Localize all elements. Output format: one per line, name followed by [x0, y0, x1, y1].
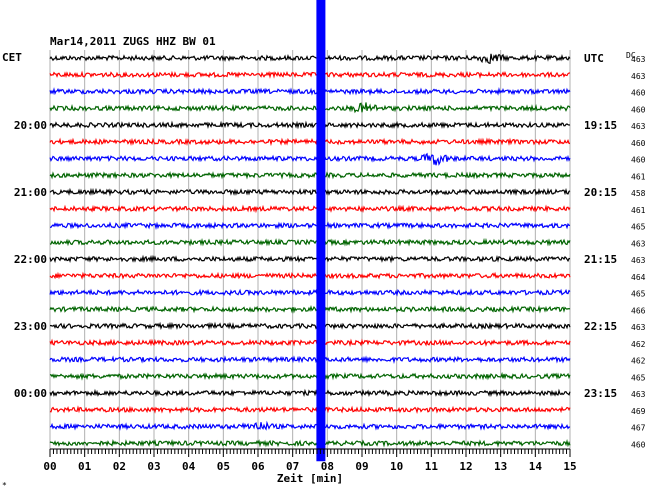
trace-line [49, 288, 571, 297]
dc-value: 460 [631, 139, 646, 148]
footer-mark: * [2, 481, 7, 490]
trace-line [49, 420, 571, 431]
x-tick-label: 05 [217, 460, 230, 473]
utc-time-label: 22:15 [584, 320, 617, 333]
x-axis-label: Zeit [min] [277, 472, 343, 485]
label-group: 20:00 21:00 22:00 23:00 00:00 UTC 19:15 20:15 21… [14, 52, 646, 449]
trace-line [49, 187, 571, 197]
trace-line [49, 254, 571, 264]
trace-line [49, 405, 571, 415]
trace-line [49, 371, 571, 381]
x-tick-label: 01 [78, 460, 92, 473]
x-tick-label: 13 [494, 460, 507, 473]
trace-line [49, 120, 571, 130]
dc-value: 461 [631, 206, 646, 215]
dc-value: 463 [631, 390, 646, 399]
trace-line [49, 237, 571, 247]
trace-line [49, 388, 571, 398]
trace-line [49, 170, 571, 180]
x-tick-label: 11 [425, 460, 439, 473]
dc-value: 460 [631, 89, 646, 98]
dc-value: 463 [631, 256, 646, 265]
x-tick-label: 02 [113, 460, 126, 473]
utc-time-label: 21:15 [584, 253, 617, 266]
cet-time-label: 22:00 [14, 253, 47, 266]
cet-time-label: 00:00 [14, 387, 47, 400]
dc-value: 462 [631, 357, 646, 366]
dc-value: 462 [631, 340, 646, 349]
time-marker [316, 0, 326, 462]
trace-line [49, 70, 571, 79]
trace-group [49, 53, 571, 448]
dc-value: 463 [631, 323, 646, 332]
x-tick-label: 10 [390, 460, 403, 473]
trace-line [49, 137, 571, 147]
x-tick-label: 08 [321, 460, 334, 473]
dc-value: 466 [631, 306, 646, 315]
trace-line [49, 204, 571, 214]
trace-line [49, 53, 571, 64]
cet-time-label: 21:00 [14, 186, 47, 199]
dc-value: 465 [631, 223, 646, 232]
dc-value: 467 [631, 424, 646, 433]
dc-value: 461 [631, 172, 646, 181]
x-tick-label: 09 [355, 460, 368, 473]
utc-time-label: 19:15 [584, 119, 617, 132]
trace-line [49, 321, 571, 331]
grid [49, 50, 571, 454]
dc-value: 465 [631, 373, 646, 382]
x-tick-label: 06 [251, 460, 265, 473]
chart-title: Mar14,2011 ZUGS HHZ BW 01 [50, 35, 216, 48]
marker-group [316, 0, 326, 462]
x-tick-label: 14 [529, 460, 543, 473]
cet-time-label: 23:00 [14, 320, 47, 333]
x-tick-label: 12 [459, 460, 472, 473]
trace-line [49, 152, 571, 166]
cet-time-label: 20:00 [14, 119, 47, 132]
dc-value: 463 [631, 55, 646, 64]
utc-time-label: UTC [584, 52, 604, 65]
trace-line [49, 221, 571, 230]
dc-value: 460 [631, 440, 646, 449]
dc-value: 458 [631, 189, 646, 198]
cet-label: CET [2, 51, 22, 64]
trace-line [49, 355, 571, 365]
dc-value: 460 [631, 156, 646, 165]
utc-time-label: 23:15 [584, 387, 617, 400]
dc-header: DC [626, 51, 636, 60]
x-tick-label: 07 [286, 460, 299, 473]
dc-value: 465 [631, 290, 646, 299]
x-tick-label: 04 [182, 460, 196, 473]
x-tick-label: 03 [147, 460, 160, 473]
dc-value: 460 [631, 105, 646, 114]
dc-value: 469 [631, 407, 646, 416]
dc-value: 463 [631, 72, 646, 81]
trace-line [49, 305, 571, 314]
trace-line [49, 87, 571, 96]
dc-value: 463 [631, 122, 646, 131]
dc-value: 464 [631, 273, 646, 282]
trace-line [49, 338, 571, 348]
dc-value: 463 [631, 239, 646, 248]
x-axis: 00 01 02 03 04 05 06 07 08 09 10 11 12 13 14 15 [43, 448, 577, 473]
trace-line [49, 438, 571, 448]
x-tick-label: 15 [563, 460, 576, 473]
trace-line [49, 271, 571, 281]
trace-line [49, 102, 571, 114]
utc-time-label: 20:15 [584, 186, 617, 199]
x-tick-label: 00 [43, 460, 56, 473]
